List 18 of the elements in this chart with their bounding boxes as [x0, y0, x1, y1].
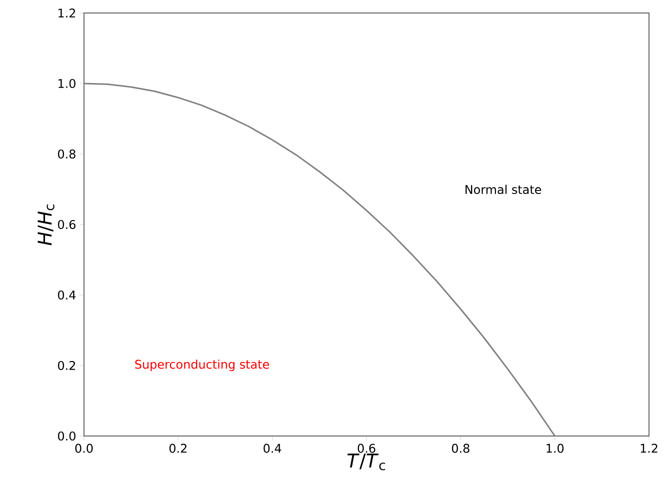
y-tick-label: 0.4 [58, 290, 76, 300]
x-tick-label: 1.0 [546, 444, 564, 453]
y-tick-label: 1.2 [58, 8, 76, 18]
x-axis-title: T/T$_{c}$ [347, 454, 386, 470]
x-tick-label: 0.2 [169, 444, 186, 453]
y-tick-label: 1.0 [58, 78, 76, 88]
annotation: Superconducting state [135, 360, 270, 372]
y-tick-label: 0.6 [58, 220, 76, 230]
y-axis-title: H/H$_{c}$ [38, 204, 54, 246]
x-tick-label: 0.8 [452, 444, 470, 453]
y-tick-label: 0.8 [58, 149, 76, 159]
y-tick-label: 0.2 [58, 360, 76, 370]
x-tick-label: 1.2 [640, 444, 658, 453]
annotation: Normal state [466, 184, 542, 194]
y-tick-label: 0.0 [58, 431, 76, 441]
x-tick-label: 0.4 [264, 444, 282, 453]
x-tick-label: 0.6 [358, 444, 376, 453]
x-tick-label: 0.0 [75, 444, 93, 453]
